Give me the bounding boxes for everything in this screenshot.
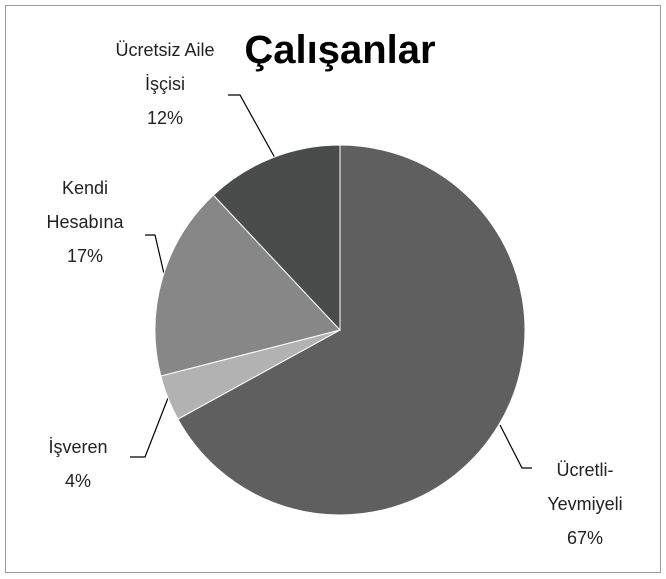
value-label: 67% bbox=[566, 528, 604, 548]
leader-line bbox=[145, 234, 166, 279]
chart-title: Çalışanlar bbox=[244, 28, 436, 72]
leader-line bbox=[228, 94, 276, 159]
category-label: Kendi Hesabına bbox=[46, 178, 124, 232]
leader-line bbox=[130, 397, 169, 458]
value-label: 12% bbox=[146, 108, 184, 128]
pie bbox=[154, 144, 526, 516]
value-label: 4% bbox=[64, 471, 91, 491]
pie-slice bbox=[154, 194, 341, 377]
category-label: İşveren bbox=[48, 437, 108, 457]
data-label: Ücretli-Yevmiyeli 67% bbox=[530, 453, 640, 555]
category-label: Ücretli-Yevmiyeli bbox=[547, 460, 623, 514]
data-label: İşveren 4% bbox=[28, 430, 128, 498]
pie-slice bbox=[177, 144, 526, 516]
pie-slice bbox=[212, 144, 341, 332]
data-label: Kendi Hesabına 17% bbox=[40, 171, 130, 273]
category-label: Ücretsiz Aile İşçisi bbox=[115, 40, 215, 94]
data-label: Ücretsiz Aile İşçisi 12% bbox=[115, 33, 215, 135]
leader-line bbox=[499, 424, 532, 469]
value-label: 17% bbox=[66, 246, 104, 266]
